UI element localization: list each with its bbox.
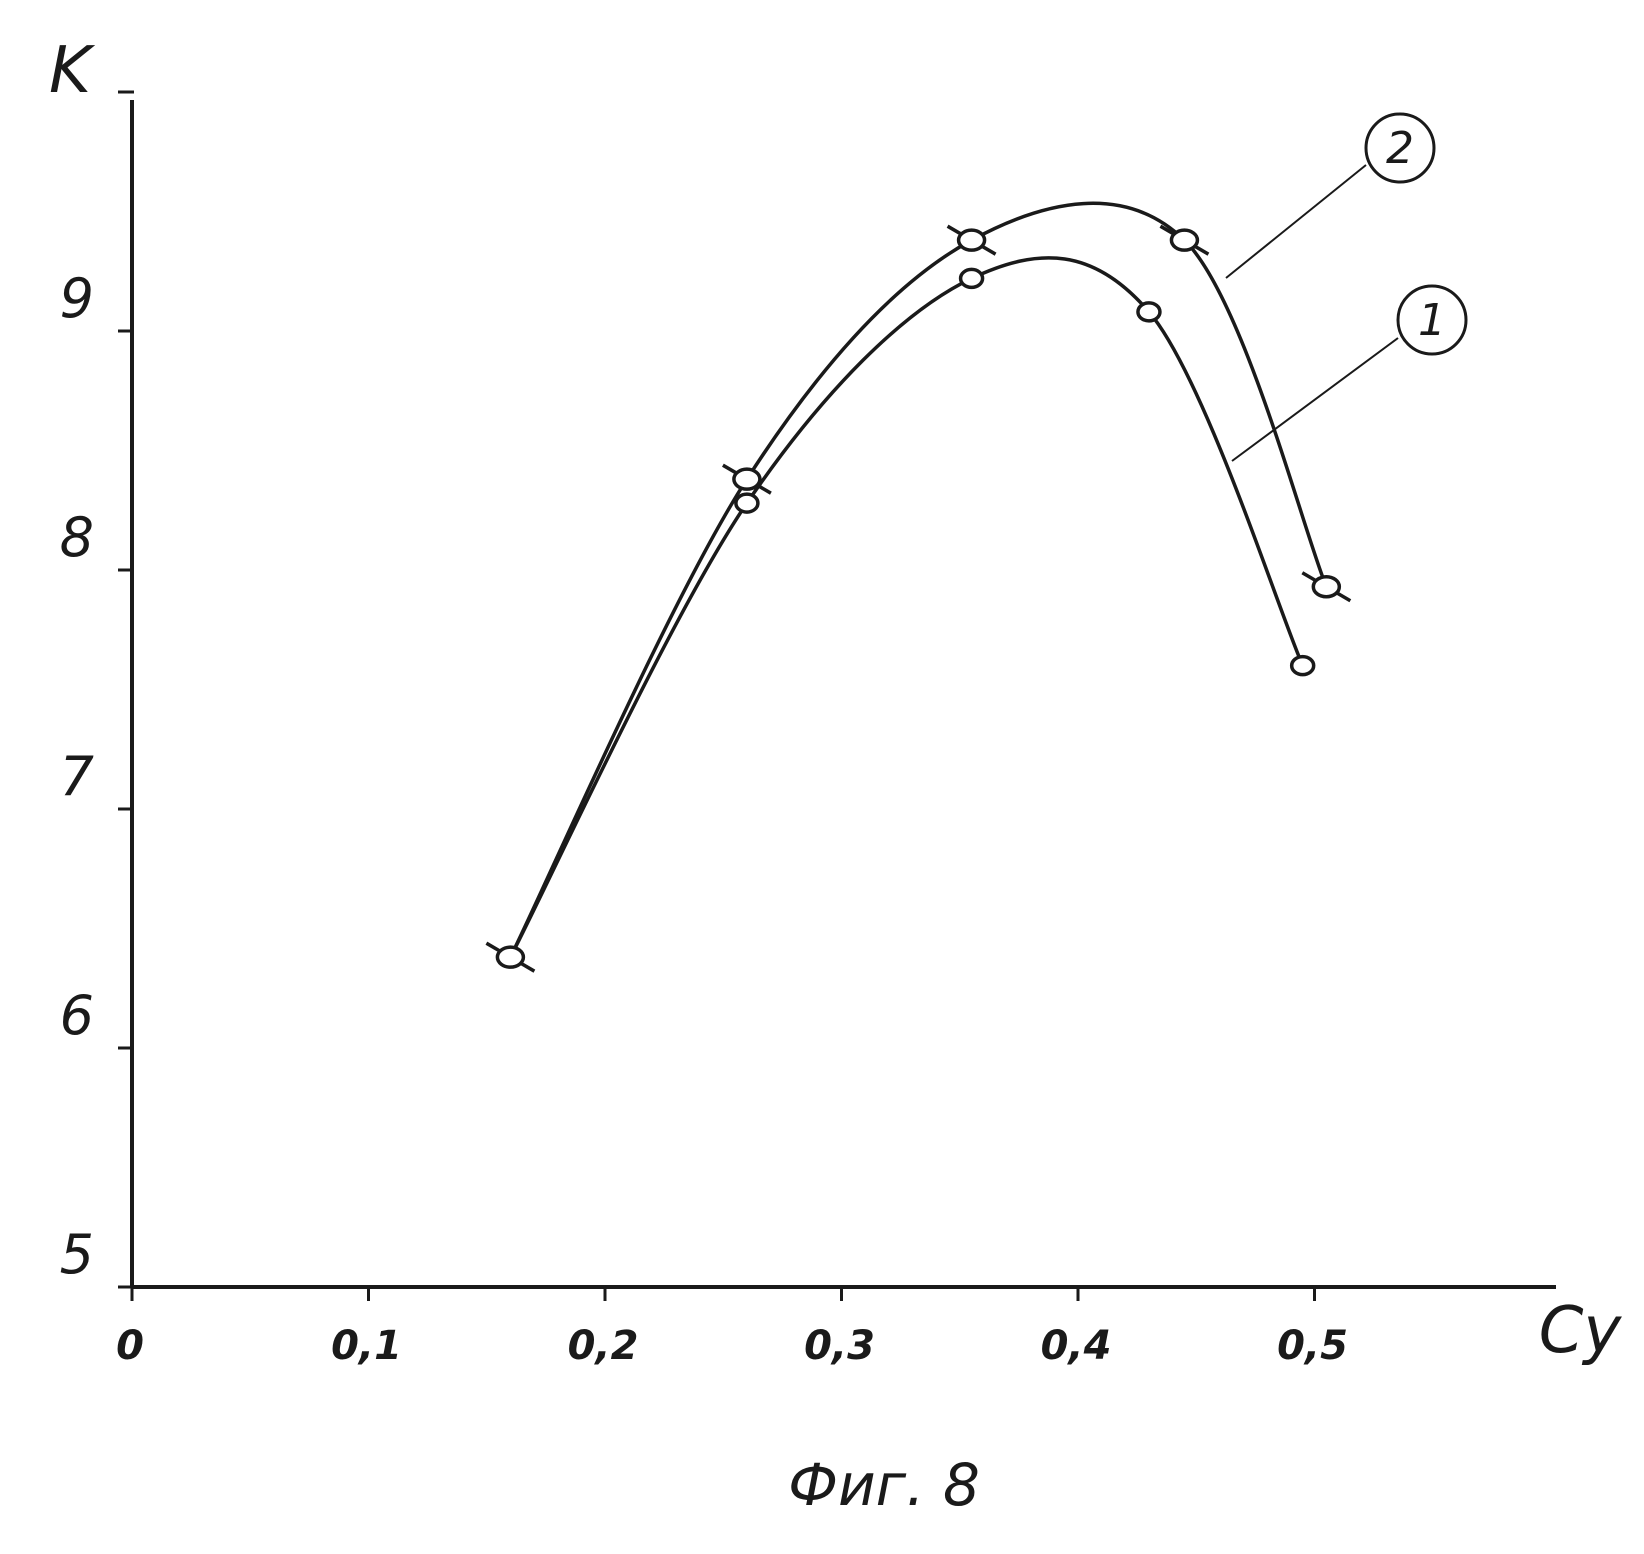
series-1-leader bbox=[1232, 338, 1398, 461]
series-2-label: 2 bbox=[1386, 123, 1414, 174]
y-axis-title: K bbox=[49, 34, 96, 108]
series-1-label: 1 bbox=[1418, 295, 1446, 346]
axes-layer bbox=[132, 100, 1556, 1287]
y-tick-label: 6 bbox=[60, 984, 94, 1047]
series-layer bbox=[486, 203, 1350, 971]
series-2-leader bbox=[1226, 165, 1366, 278]
figure-caption: Фиг. 8 bbox=[788, 1451, 980, 1519]
x-tick-label: 0,2 bbox=[568, 1323, 639, 1369]
series-1-marker bbox=[1138, 303, 1160, 321]
series-2-marker bbox=[1171, 230, 1197, 250]
y-tick-label: 9 bbox=[60, 267, 94, 330]
x-tick-label: 0,1 bbox=[331, 1323, 402, 1369]
x-tick-label: 0,4 bbox=[1041, 1323, 1112, 1369]
ticks-layer: 5 6 7 8 9 0 0,1 0,2 0,3 0,4 0,5 bbox=[60, 92, 1348, 1369]
x-tick-label: 0,3 bbox=[804, 1323, 875, 1369]
y-tick-label: 7 bbox=[60, 745, 94, 808]
x-tick-label: 0,5 bbox=[1277, 1323, 1348, 1369]
series-1-marker bbox=[736, 494, 758, 512]
series-2-marker bbox=[1313, 577, 1339, 597]
series-1-marker bbox=[1292, 657, 1314, 675]
x-axis-title: Cy bbox=[1539, 1294, 1623, 1368]
series-2-marker bbox=[497, 947, 523, 967]
y-tick-label: 8 bbox=[60, 506, 94, 569]
series-labels: 12 bbox=[1226, 114, 1466, 461]
series-1-line bbox=[510, 258, 1302, 957]
series-2-marker bbox=[959, 230, 985, 250]
x-tick-label: 0 bbox=[116, 1323, 144, 1369]
y-tick-label: 5 bbox=[60, 1223, 94, 1286]
series-2-marker bbox=[734, 469, 760, 489]
series-2-line bbox=[510, 203, 1326, 957]
series-1-marker bbox=[961, 269, 983, 287]
